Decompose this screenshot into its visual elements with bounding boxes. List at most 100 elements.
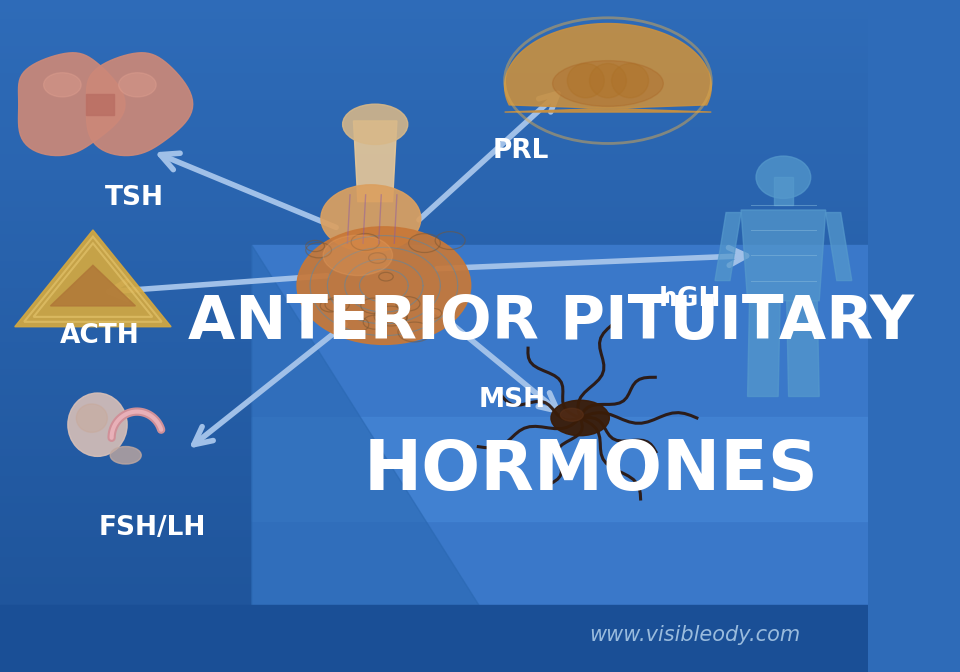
Bar xyxy=(0,343,869,349)
Text: hGH: hGH xyxy=(660,286,722,312)
Bar xyxy=(0,175,869,181)
Bar xyxy=(0,511,869,517)
Bar xyxy=(0,376,869,383)
Polygon shape xyxy=(86,52,193,155)
Bar xyxy=(86,93,113,115)
Ellipse shape xyxy=(76,404,108,432)
Bar xyxy=(0,222,869,228)
Bar xyxy=(0,20,869,27)
Bar xyxy=(0,356,869,363)
Text: TSH: TSH xyxy=(105,185,164,211)
Bar xyxy=(0,47,869,54)
Bar xyxy=(0,155,869,161)
Bar xyxy=(0,423,869,430)
Bar xyxy=(0,417,869,423)
Bar xyxy=(0,329,869,336)
Ellipse shape xyxy=(612,64,649,97)
Polygon shape xyxy=(252,245,521,672)
Bar xyxy=(0,632,869,638)
Bar xyxy=(0,437,869,444)
Bar xyxy=(252,245,869,672)
Ellipse shape xyxy=(561,409,584,421)
Bar xyxy=(0,215,869,222)
Bar xyxy=(0,564,869,571)
Ellipse shape xyxy=(321,185,420,252)
Bar xyxy=(0,323,869,329)
Bar xyxy=(0,134,869,141)
Bar xyxy=(0,349,869,356)
Bar xyxy=(0,228,869,235)
Ellipse shape xyxy=(343,104,408,144)
Bar xyxy=(0,269,869,276)
Text: www.visibleody.com: www.visibleody.com xyxy=(589,625,801,645)
Polygon shape xyxy=(786,301,819,396)
Bar xyxy=(0,491,869,497)
Polygon shape xyxy=(715,212,741,281)
Bar xyxy=(0,289,869,296)
Ellipse shape xyxy=(551,401,610,435)
Bar xyxy=(0,7,869,13)
Bar xyxy=(0,444,869,450)
Bar xyxy=(0,497,869,504)
Ellipse shape xyxy=(297,227,470,345)
Bar xyxy=(0,40,869,47)
Polygon shape xyxy=(741,210,826,301)
Bar xyxy=(0,296,869,302)
Bar xyxy=(0,148,869,155)
Bar xyxy=(0,618,869,625)
Ellipse shape xyxy=(119,73,156,97)
Text: ACTH: ACTH xyxy=(60,323,140,349)
Bar xyxy=(0,571,869,578)
Bar xyxy=(0,316,869,323)
Bar xyxy=(0,625,869,632)
Bar xyxy=(0,638,869,645)
Bar xyxy=(0,94,869,101)
Text: HORMONES: HORMONES xyxy=(363,437,818,504)
Circle shape xyxy=(756,156,811,198)
Ellipse shape xyxy=(553,60,663,106)
Bar xyxy=(0,276,869,282)
Bar xyxy=(0,255,869,262)
Polygon shape xyxy=(826,212,852,281)
Bar xyxy=(0,457,869,464)
Bar xyxy=(0,114,869,121)
Ellipse shape xyxy=(324,235,393,276)
Bar xyxy=(0,235,869,242)
Bar xyxy=(0,477,869,484)
Bar xyxy=(0,121,869,128)
Bar xyxy=(0,470,869,477)
Bar xyxy=(0,336,869,343)
Bar xyxy=(0,605,869,672)
Bar xyxy=(0,161,869,168)
Bar xyxy=(0,659,869,665)
Bar xyxy=(0,195,869,202)
Bar xyxy=(0,0,869,7)
Bar xyxy=(0,101,869,108)
Ellipse shape xyxy=(68,393,127,456)
Bar xyxy=(0,538,869,544)
Bar xyxy=(0,168,869,175)
Bar xyxy=(0,370,869,376)
Bar xyxy=(0,645,869,652)
Bar xyxy=(0,551,869,558)
Bar xyxy=(0,262,869,269)
Bar xyxy=(0,652,869,659)
Bar xyxy=(0,282,869,289)
Bar xyxy=(0,524,869,531)
Bar xyxy=(0,531,869,538)
Polygon shape xyxy=(748,301,780,396)
Bar xyxy=(0,188,869,195)
Text: MSH: MSH xyxy=(479,387,546,413)
Bar xyxy=(0,54,869,60)
Bar xyxy=(0,81,869,87)
Bar xyxy=(0,181,869,188)
Bar xyxy=(0,141,869,148)
Bar xyxy=(0,517,869,524)
Bar xyxy=(0,249,869,255)
Bar xyxy=(0,504,869,511)
Bar xyxy=(0,390,869,396)
Bar xyxy=(0,383,869,390)
Bar xyxy=(0,128,869,134)
Bar xyxy=(0,612,869,618)
Polygon shape xyxy=(505,24,711,112)
